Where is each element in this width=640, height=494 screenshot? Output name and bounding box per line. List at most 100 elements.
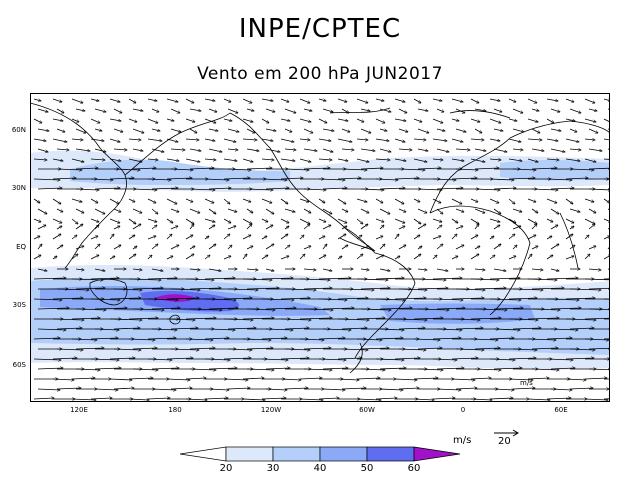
wind-arrow bbox=[470, 118, 480, 122]
wind-arrow bbox=[75, 246, 84, 250]
wind-arrow bbox=[170, 328, 198, 329]
wind-arrow bbox=[531, 208, 538, 213]
wind-arrow bbox=[318, 98, 326, 101]
wind-arrow bbox=[512, 226, 521, 230]
wind-arrow bbox=[223, 234, 230, 240]
wind-arrow bbox=[337, 218, 347, 223]
wind-arrow bbox=[512, 108, 523, 113]
wind-arrow bbox=[56, 289, 89, 290]
wind-arrow bbox=[303, 288, 332, 289]
wind-arrow bbox=[299, 399, 323, 400]
wind-arrow bbox=[52, 319, 84, 320]
wind-arrow bbox=[189, 168, 214, 169]
wind-arrow bbox=[246, 148, 259, 151]
wind-arrow bbox=[208, 308, 238, 309]
wind-arrow bbox=[432, 255, 437, 260]
wind-arrow bbox=[151, 368, 179, 369]
wind-arrow bbox=[432, 159, 443, 160]
wind-arrow bbox=[436, 368, 464, 369]
wind-arrow bbox=[166, 198, 177, 204]
wind-arrow bbox=[265, 108, 275, 112]
wind-arrow bbox=[413, 318, 443, 319]
wind-arrow bbox=[512, 208, 522, 212]
wind-arrow bbox=[132, 269, 142, 270]
wind-arrow bbox=[455, 245, 464, 250]
wind-arrow bbox=[527, 118, 538, 122]
wind-arrow bbox=[227, 108, 238, 113]
wind-arrow bbox=[185, 139, 199, 140]
wind-arrow bbox=[56, 208, 63, 212]
wind-arrow bbox=[337, 198, 346, 204]
wind-arrow bbox=[132, 148, 143, 151]
wind-arrow bbox=[261, 338, 287, 339]
wind-arrow bbox=[546, 98, 558, 101]
wind-arrow bbox=[128, 399, 149, 400]
wind-arrow bbox=[413, 98, 421, 103]
wind-arrow bbox=[356, 158, 369, 162]
wind-arrow bbox=[470, 158, 485, 162]
wind-arrow bbox=[242, 339, 271, 340]
wind-arrow bbox=[90, 118, 100, 123]
wind-arrow bbox=[394, 118, 406, 121]
scale-tick-20: 20 bbox=[219, 463, 233, 474]
wind-arrow bbox=[489, 218, 500, 222]
wind-arrow bbox=[261, 98, 273, 101]
wind-arrow bbox=[227, 328, 256, 329]
wind-arrow bbox=[550, 308, 581, 309]
wind-arrow bbox=[508, 218, 516, 223]
wind-arrow bbox=[489, 159, 501, 160]
wind-arrow bbox=[33, 398, 54, 399]
wind-arrow bbox=[474, 309, 507, 310]
wind-arrow bbox=[394, 234, 399, 240]
wind-arrow bbox=[265, 244, 274, 250]
lat-label-eq: EQ bbox=[16, 243, 26, 251]
wind-arrow bbox=[227, 388, 250, 389]
wind-arrow bbox=[584, 317, 610, 320]
wind-arrow bbox=[398, 226, 405, 230]
wind-arrow bbox=[242, 279, 272, 280]
wind-arrow bbox=[398, 128, 408, 132]
wind-arrow bbox=[33, 359, 61, 360]
wind-arrow bbox=[550, 208, 559, 214]
wind-arrow bbox=[113, 226, 120, 230]
wind-arrow bbox=[527, 399, 550, 400]
lon-label-60e: 60E bbox=[554, 406, 568, 414]
wind-arrow bbox=[379, 208, 390, 214]
wind-arrow bbox=[166, 298, 199, 299]
wind-arrow bbox=[132, 348, 157, 349]
wind-arrow bbox=[280, 256, 289, 260]
wind-arrow bbox=[166, 118, 174, 121]
wind-arrow bbox=[280, 118, 290, 121]
wind-arrow bbox=[151, 108, 159, 112]
wind-arrow bbox=[584, 139, 595, 140]
wind-arrow bbox=[246, 288, 279, 289]
wind-arrow bbox=[588, 148, 602, 151]
wind-arrow bbox=[588, 347, 610, 350]
wind-arrow bbox=[394, 98, 405, 102]
wind-arrow bbox=[166, 98, 178, 102]
wind-arrow bbox=[185, 198, 193, 202]
wind-arrow bbox=[261, 299, 294, 300]
wind-arrow bbox=[151, 188, 178, 189]
wind-arrow bbox=[474, 168, 499, 169]
wind-arrow bbox=[394, 198, 404, 204]
wind-arrow bbox=[603, 358, 610, 360]
wind-arrow bbox=[90, 338, 118, 339]
wind-arrow bbox=[299, 158, 311, 162]
wind-arrow bbox=[546, 198, 557, 203]
wind-arrow bbox=[436, 308, 465, 309]
wind-arrow bbox=[588, 108, 597, 111]
wind-arrow bbox=[113, 328, 140, 329]
wind-arrow bbox=[113, 289, 142, 290]
wind-arrow bbox=[223, 158, 237, 161]
wind-arrow bbox=[151, 148, 164, 152]
wind-arrow bbox=[147, 299, 178, 300]
wind-arrow bbox=[280, 319, 311, 320]
wind-arrow bbox=[33, 118, 42, 123]
wind-arrow bbox=[303, 348, 331, 349]
wind-arrow bbox=[33, 299, 62, 300]
wind-arrow bbox=[90, 98, 99, 101]
wind-arrow bbox=[508, 178, 535, 179]
scale-segment-50-60 bbox=[366, 446, 415, 462]
wind-arrow bbox=[242, 254, 247, 260]
